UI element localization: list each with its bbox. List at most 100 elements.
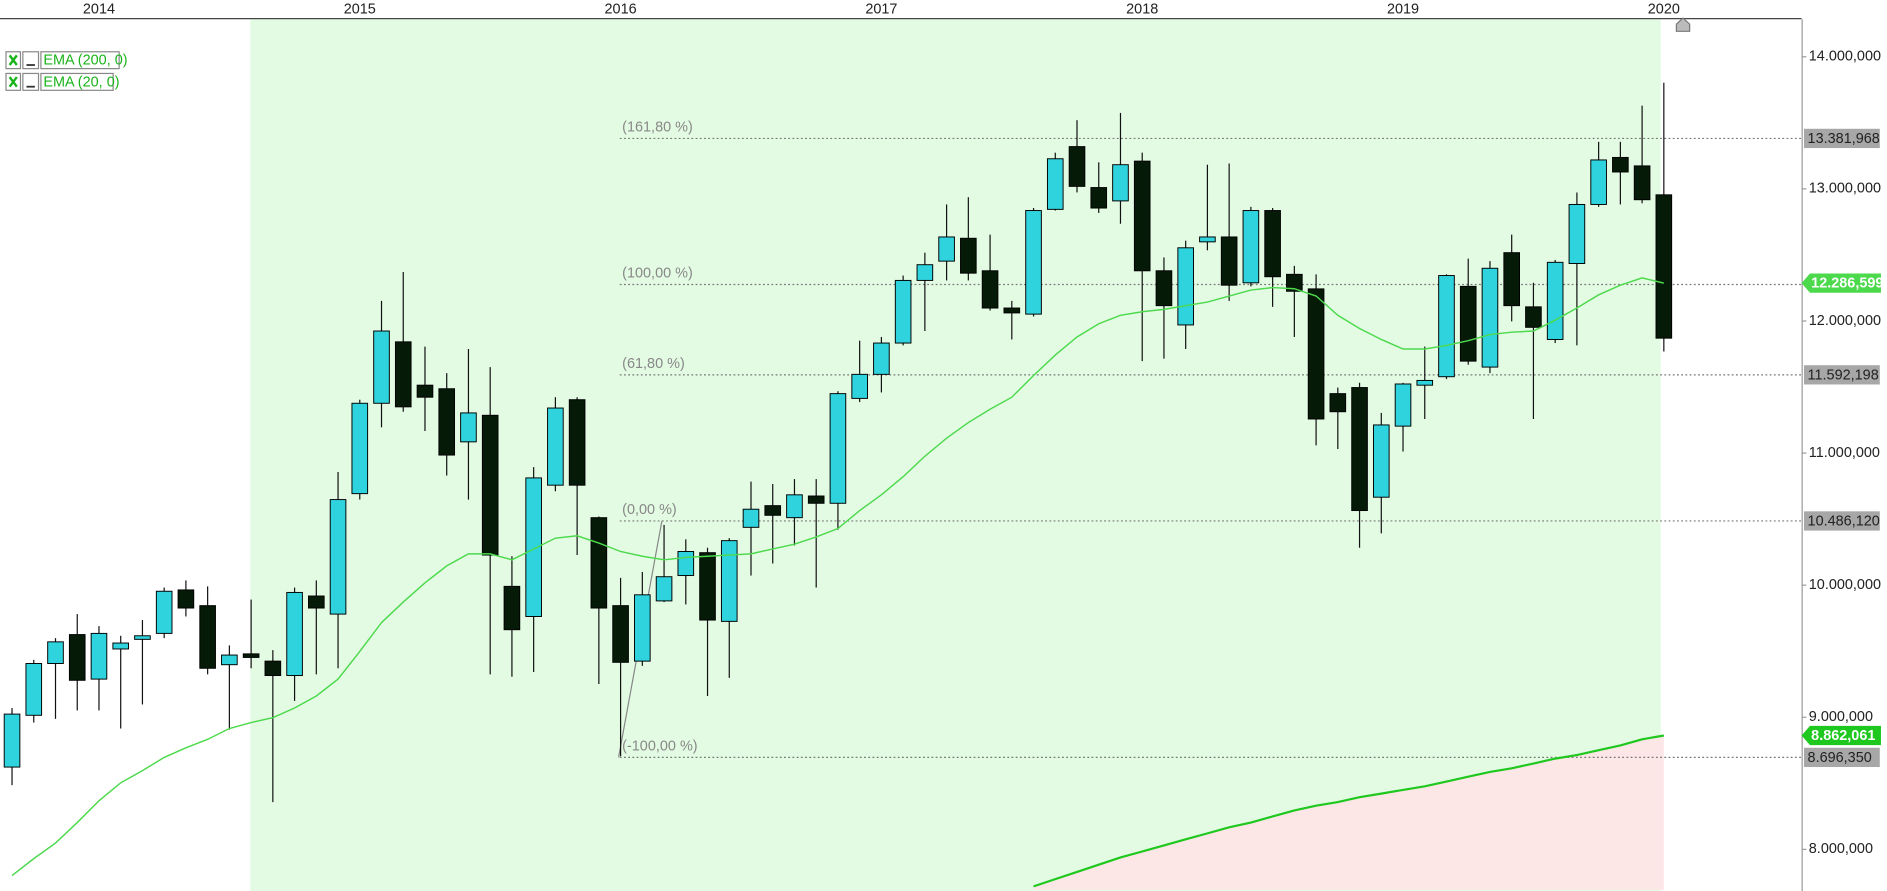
candle-body (90, 632, 108, 680)
candle-body (720, 540, 738, 622)
candle-body (503, 585, 521, 631)
candle-body (329, 499, 347, 615)
fib-label: (100,00 %) (622, 266, 693, 282)
candle-body (1286, 273, 1303, 292)
y-tick-label: 10.000,000 (1809, 577, 1881, 593)
candle-body (1633, 165, 1651, 201)
x-tick-label: 2019 (1387, 1, 1419, 17)
x-tick-label: 2018 (1126, 1, 1158, 17)
candle-body (677, 551, 695, 577)
fib-value-label: 8.696,350 (1808, 750, 1872, 766)
candle-body (286, 591, 303, 677)
candle-body (786, 494, 803, 519)
candle-body (699, 552, 716, 621)
y-tick-label: 14.000,000 (1809, 49, 1881, 65)
candle-body (1090, 187, 1108, 209)
candle-body (1068, 146, 1086, 187)
candle-body (264, 660, 282, 677)
candle-body (634, 594, 651, 662)
candle-body (1481, 267, 1499, 368)
fib-value-tag (1803, 128, 1880, 149)
fib-value-label: 13.381,968 (1808, 131, 1880, 147)
candle-body (1503, 252, 1520, 307)
candle-body (1112, 164, 1129, 202)
candle-body (1525, 306, 1542, 328)
candle-body (1046, 158, 1064, 210)
candle-body (1307, 288, 1325, 420)
candle-body (1459, 285, 1477, 362)
legend-minimize[interactable] (22, 51, 40, 70)
candle-body (308, 595, 325, 609)
candle-body (1416, 379, 1434, 386)
candle-body (1199, 236, 1216, 243)
candle-body (742, 508, 760, 528)
candle-body (47, 641, 64, 664)
legend-box (40, 72, 114, 91)
fib-value-tag (1803, 747, 1880, 768)
candle-body (199, 605, 216, 669)
candle-body (1372, 424, 1390, 498)
candle-body (1177, 247, 1194, 326)
candle-body (134, 635, 151, 640)
candle-body (112, 642, 130, 650)
y-tick-label: 12.000,000 (1809, 313, 1881, 329)
candle-body (1438, 275, 1455, 378)
fib-value-label: 10.486,120 (1808, 513, 1880, 529)
candle-body (1329, 393, 1347, 413)
candle-body (221, 654, 238, 666)
fib-label: (61,80 %) (622, 356, 685, 372)
fib-label: (-100,00 %) (622, 738, 697, 754)
candle-body (1568, 203, 1586, 264)
y-tick-label: 9.000,000 (1809, 709, 1873, 725)
candle-body (916, 264, 934, 281)
legend-toggle-x (8, 54, 18, 66)
candle-body (1133, 160, 1151, 272)
candle-body (1155, 270, 1173, 307)
ema-value-tag (1801, 725, 1881, 746)
below-ema-zone (1033, 735, 1664, 890)
legend-label: EMA (20, 0) (43, 74, 119, 90)
candle-body (177, 589, 195, 609)
fib-label: (161,80 %) (622, 119, 693, 135)
y-tick-label: 13.000,000 (1809, 181, 1881, 197)
x-tick-label: 2020 (1648, 1, 1680, 17)
candle-body (1546, 261, 1564, 340)
candle-body (1264, 210, 1281, 278)
ema-line (1033, 734, 1665, 888)
candle-body (1242, 210, 1260, 284)
candle-body (590, 517, 608, 609)
candle-body (612, 605, 629, 663)
candle-body (851, 373, 868, 399)
candle-body (481, 414, 499, 556)
fib-label: (0,00 %) (622, 502, 677, 518)
candle-body (1003, 307, 1021, 314)
candle-body (394, 341, 412, 408)
candle-body (1590, 159, 1607, 205)
candle-body (547, 407, 564, 486)
candle-body (416, 384, 434, 398)
legend-minimize[interactable] (22, 72, 40, 91)
candle-body (873, 342, 890, 375)
scroll-icon[interactable] (1675, 17, 1691, 32)
candle-body (981, 270, 999, 309)
ema-value-tag (1801, 273, 1881, 293)
candle-body (1220, 236, 1238, 286)
x-tick-label: 2016 (605, 1, 637, 17)
fib-value-label: 11.592,198 (1808, 367, 1879, 383)
x-tick-label: 2014 (83, 1, 115, 17)
candle-body (829, 393, 847, 504)
candle-body (764, 505, 782, 516)
ema-value-label: 8.862,061 (1811, 728, 1875, 744)
candle-body (25, 663, 43, 716)
fib-value-tag (1803, 365, 1880, 385)
candle-body (655, 576, 673, 602)
candle-body (373, 330, 390, 404)
legend-toggle-x (8, 76, 18, 88)
candle-body (155, 590, 173, 634)
candle-body (1655, 194, 1673, 339)
legend-box (40, 51, 120, 70)
candle-body (807, 495, 825, 504)
candle-body (1025, 210, 1042, 315)
candle-body (351, 402, 369, 495)
